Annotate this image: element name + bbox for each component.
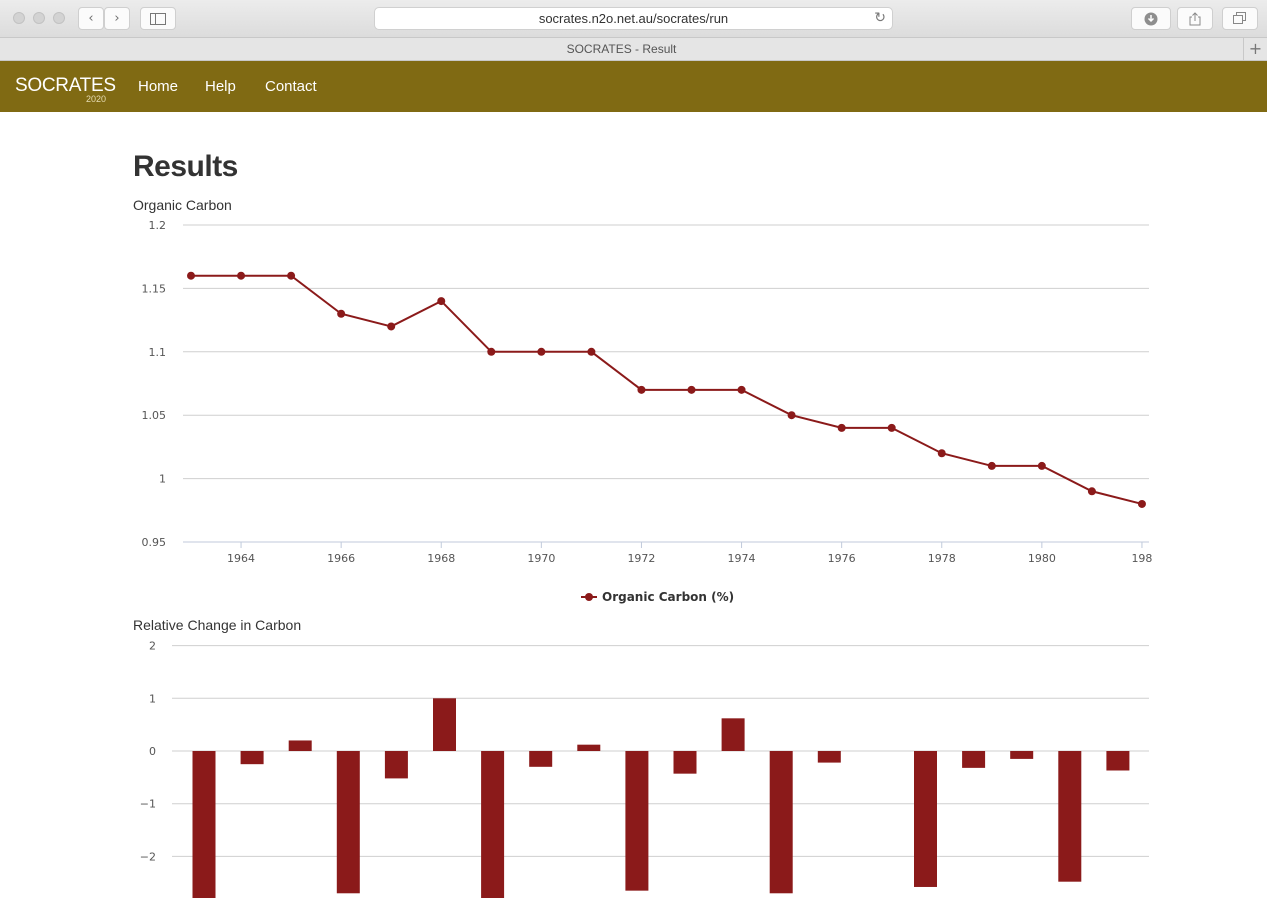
address-bar[interactable]: socrates.n2o.net.au/socrates/run ↻	[374, 7, 893, 30]
page-title: Results	[133, 150, 238, 183]
y-tick-label: 1.15	[142, 282, 167, 295]
bar	[769, 751, 793, 894]
x-tick-label: 1980	[1028, 552, 1056, 565]
sidebar-icon	[150, 13, 166, 25]
tab-bar: SOCRATES - Result +	[0, 38, 1267, 61]
data-point	[287, 271, 296, 280]
data-point	[237, 271, 246, 280]
x-tick-label: 1976	[828, 552, 856, 565]
bar	[673, 751, 697, 774]
y-tick-label: 1	[159, 473, 166, 486]
bar	[336, 751, 360, 894]
url-text: socrates.n2o.net.au/socrates/run	[538, 11, 729, 26]
close-window-button[interactable]	[13, 12, 25, 24]
legend-marker-symbol	[585, 593, 593, 601]
x-tick-label: 1970	[527, 552, 555, 565]
data-point	[537, 347, 546, 356]
data-point	[837, 423, 846, 432]
tabs-icon	[1233, 12, 1246, 24]
brand-year: 2020	[86, 94, 107, 104]
data-point	[187, 271, 195, 280]
bar	[625, 751, 649, 891]
x-tick-label: 1974	[728, 552, 756, 565]
site-navbar: SOCRATES 2020 Home Help Contact	[0, 61, 1267, 112]
tab-title[interactable]: SOCRATES - Result	[566, 42, 677, 56]
download-icon	[1144, 12, 1158, 26]
data-point	[687, 385, 696, 394]
y-tick-label: −2	[140, 850, 156, 863]
bar	[577, 744, 601, 751]
y-tick-label: 2	[149, 640, 156, 653]
data-point	[1137, 499, 1146, 508]
new-tab-icon[interactable]: +	[1243, 38, 1267, 60]
zoom-window-button[interactable]	[53, 12, 65, 24]
organic-carbon-line-chart: 0.95 1 1.05 1.1 1.15 1.2 1964 1966 1968 1970 1972 1…	[142, 219, 1153, 604]
relative-change-heading: Relative Change in Carbon	[133, 617, 302, 633]
x-tick-label: 1968	[427, 552, 455, 565]
x-tick-label: 198	[1131, 552, 1152, 565]
data-point	[387, 322, 396, 331]
y-tick-label: 1	[149, 692, 156, 705]
bar	[240, 751, 264, 765]
forward-icon[interactable]: ›	[104, 7, 130, 30]
bar	[721, 718, 745, 751]
data-point	[487, 347, 496, 356]
organic-carbon-heading: Organic Carbon	[133, 197, 232, 213]
x-tick-label: 1964	[227, 552, 255, 565]
data-point	[1037, 461, 1046, 470]
bar	[1058, 751, 1082, 882]
series-line-organic-carbon	[191, 274, 1143, 505]
legend-label: Organic Carbon (%)	[602, 590, 734, 604]
nav-home-link[interactable]: Home	[138, 78, 179, 95]
data-point	[1087, 487, 1096, 496]
data-point	[337, 309, 346, 318]
bar	[1106, 751, 1130, 771]
bar	[288, 740, 312, 751]
y-tick-label: 1.1	[149, 346, 167, 359]
data-point	[637, 385, 646, 394]
bar	[817, 751, 841, 763]
bar	[384, 751, 408, 779]
y-tick-label: 1.2	[149, 219, 167, 232]
bar	[192, 751, 216, 898]
bar	[529, 751, 553, 767]
brand-logo[interactable]: SOCRATES	[15, 75, 116, 96]
bar	[481, 751, 505, 898]
x-tick-label: 1966	[327, 552, 355, 565]
nav-contact-link[interactable]: Contact	[265, 78, 317, 95]
data-point	[987, 461, 996, 470]
x-tick-label: 1978	[928, 552, 956, 565]
tabs-overview-button[interactable]	[1222, 7, 1258, 30]
data-point	[787, 411, 796, 420]
share-icon	[1189, 12, 1201, 26]
browser-toolbar: ‹ › socrates.n2o.net.au/socrates/run ↻	[0, 0, 1267, 38]
bar	[433, 698, 456, 751]
x-tick-label: 1972	[627, 552, 655, 565]
data-point	[587, 347, 596, 356]
data-point	[887, 423, 896, 432]
y-tick-label: 0.95	[142, 536, 167, 549]
bar	[962, 751, 986, 768]
y-tick-label: −1	[140, 798, 156, 811]
data-point	[437, 297, 446, 306]
relative-change-bar-chart: 2 1 0 −1 −2	[140, 640, 1149, 898]
bar	[914, 751, 937, 887]
sidebar-toggle-icon[interactable]	[140, 7, 176, 30]
downloads-button[interactable]	[1131, 7, 1171, 30]
reload-icon[interactable]: ↻	[874, 10, 886, 26]
share-button[interactable]	[1177, 7, 1213, 30]
nav-help-link[interactable]: Help	[205, 78, 236, 95]
y-tick-label: 0	[149, 745, 156, 758]
back-icon[interactable]: ‹	[78, 7, 104, 30]
y-tick-label: 1.05	[142, 409, 167, 422]
minimize-window-button[interactable]	[33, 12, 45, 24]
data-point	[937, 449, 946, 458]
bar	[1010, 751, 1034, 759]
data-point	[737, 385, 746, 394]
